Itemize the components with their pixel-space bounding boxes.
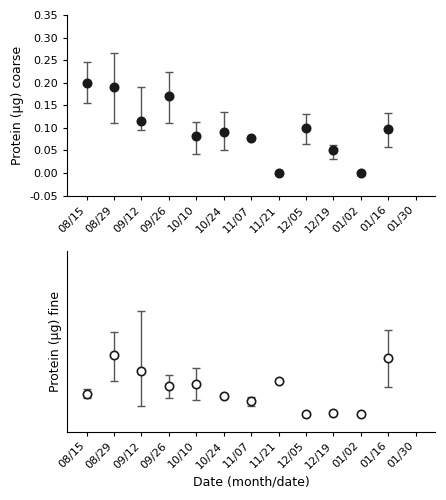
Y-axis label: Protein (μg) coarse: Protein (μg) coarse xyxy=(11,46,24,165)
X-axis label: Date (month/date): Date (month/date) xyxy=(193,476,310,489)
Y-axis label: Protein (μg) fine: Protein (μg) fine xyxy=(49,291,62,392)
